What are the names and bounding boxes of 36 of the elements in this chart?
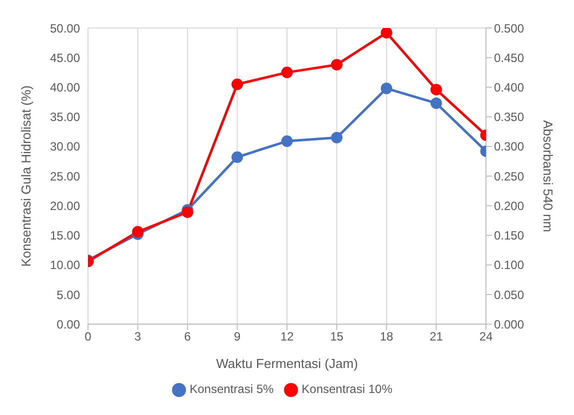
y2-tick-label: 0.050 <box>494 288 524 302</box>
y2-tick-label: 0.500 <box>494 21 524 36</box>
x-tick-label: 18 <box>380 330 394 344</box>
x-tick-label: 0 <box>84 330 92 344</box>
x-axis-title: Waktu Fermentasi (Jam) <box>216 356 358 372</box>
x-tick-label: 24 <box>479 330 493 344</box>
y2-tick-label: 0.250 <box>494 169 524 184</box>
y-tick-label: 5.00 <box>56 288 80 302</box>
y2-tick-label: 0.150 <box>494 228 524 243</box>
y-tick-label: 25.00 <box>50 169 80 184</box>
y-tick-label: 40.00 <box>50 80 80 94</box>
y2-tick-label: 0.000 <box>494 317 524 332</box>
y-axis-title: Konsentrasi Gula Hidrolisat (%) <box>18 85 34 267</box>
y2-tick-label: 0.450 <box>494 50 524 65</box>
x-tick-label: 6 <box>184 330 192 344</box>
y-tick-label: 30.00 <box>50 140 80 154</box>
legend-label: Konsentrasi 5% <box>190 382 274 396</box>
y2-axis-title: Absorbansi 540 nm <box>540 120 556 232</box>
y2-tick-label: 0.400 <box>494 80 524 94</box>
y-tick-label: 35.00 <box>50 110 80 124</box>
y2-tick-label: 0.350 <box>494 110 524 124</box>
y-tick-label: 45.00 <box>50 50 80 65</box>
y-tick-label: 20.00 <box>50 198 80 213</box>
x-tick-label: 21 <box>430 330 444 344</box>
y-tick-label: 10.00 <box>50 258 80 272</box>
y2-tick-label: 0.300 <box>494 140 524 154</box>
x-tick-label: 3 <box>134 330 142 344</box>
y-tick-label: 50.00 <box>50 21 80 36</box>
x-tick-label: 9 <box>234 330 241 344</box>
y-tick-label: 15.00 <box>50 228 80 243</box>
y2-tick-label: 0.200 <box>494 198 524 213</box>
y2-tick-label: 0.100 <box>494 258 524 272</box>
legend-label: Konsentrasi 10% <box>302 382 392 396</box>
x-tick-label: 15 <box>330 330 344 344</box>
x-tick-label: 12 <box>280 330 294 344</box>
y-tick-label: 0.00 <box>56 317 80 332</box>
